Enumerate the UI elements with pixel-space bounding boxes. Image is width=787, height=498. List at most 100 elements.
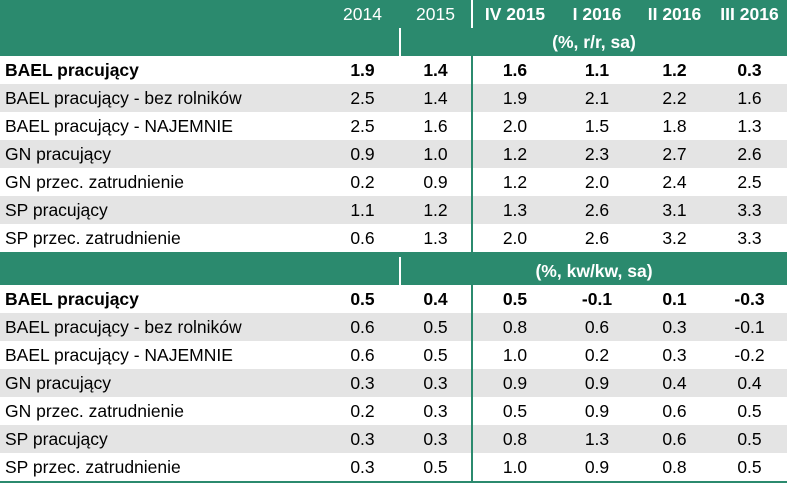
cell-value: 0.5 (471, 397, 557, 425)
cell-value: 0.9 (400, 168, 472, 196)
table-row: SP przec. zatrudnienie 0.3 0.5 1.0 0.9 0.8 0.5 (0, 453, 787, 483)
cell-value: 1.6 (400, 112, 472, 140)
cell-value: 2.3 (557, 140, 637, 168)
table-row: SP pracujący 0.3 0.3 0.8 1.3 0.6 0.5 (0, 425, 787, 453)
table-row: BAEL pracujący 0.5 0.4 0.5 -0.1 0.1 -0.3 (0, 285, 787, 313)
row-label: BAEL pracujący - bez rolników (0, 313, 325, 341)
cell-value: 1.9 (325, 56, 400, 84)
table-row: BAEL pracujący - bez rolników 0.6 0.5 0.8 0.… (0, 313, 787, 341)
unit-spacer (0, 28, 400, 56)
col-header-2015: 2015 (400, 0, 472, 28)
table-row: GN pracujący 0.9 1.0 1.2 2.3 2.7 2.6 (0, 140, 787, 168)
cell-value: 1.9 (471, 84, 557, 112)
cell-value: 1.4 (400, 84, 472, 112)
header-corner (0, 0, 325, 28)
table-row: BAEL pracujący - NAJEMNIE 2.5 1.6 2.0 1.5 1.8… (0, 112, 787, 140)
cell-value: 0.5 (325, 285, 400, 313)
cell-value: 0.4 (400, 285, 472, 313)
row-label: BAEL pracujący (0, 56, 325, 84)
row-label: SP pracujący (0, 196, 325, 224)
cell-value: 1.3 (712, 112, 787, 140)
cell-value: 0.6 (325, 224, 400, 254)
cell-value: 0.3 (637, 313, 712, 341)
cell-value: 2.6 (557, 196, 637, 224)
cell-value: 0.8 (471, 425, 557, 453)
cell-value: -0.3 (712, 285, 787, 313)
col-header-iii-2016: III 2016 (712, 0, 787, 28)
cell-value: 2.0 (557, 168, 637, 196)
cell-value: 0.9 (557, 369, 637, 397)
cell-value: -0.2 (712, 341, 787, 369)
cell-value: -0.1 (712, 313, 787, 341)
cell-value: 0.3 (400, 425, 472, 453)
cell-value: 2.0 (471, 224, 557, 254)
cell-value: 1.2 (471, 140, 557, 168)
table-row: BAEL pracujący - NAJEMNIE 0.6 0.5 1.0 0.2 0.3… (0, 341, 787, 369)
col-header-iv-2015: IV 2015 (471, 0, 557, 28)
table-row: BAEL pracujący - bez rolników 2.5 1.4 1.9 2.… (0, 84, 787, 112)
cell-value: 1.8 (637, 112, 712, 140)
cell-value: 1.2 (471, 168, 557, 196)
section-unit-row: (%, kw/kw, sa) (0, 257, 787, 285)
cell-value: 0.4 (712, 369, 787, 397)
cell-value: 2.6 (557, 224, 637, 254)
cell-value: 3.1 (637, 196, 712, 224)
cell-value: 2.7 (637, 140, 712, 168)
cell-value: 2.6 (712, 140, 787, 168)
section-unit-row: (%, r/r, sa) (0, 28, 787, 56)
table-body: 2014 2015 IV 2015 I 2016 II 2016 III 201… (0, 0, 787, 483)
cell-value: 0.9 (557, 453, 637, 483)
cell-value: 0.3 (637, 341, 712, 369)
cell-value: 0.6 (557, 313, 637, 341)
table-row: GN przec. zatrudnienie 0.2 0.9 1.2 2.0 2.4 2.5 (0, 168, 787, 196)
header-row: 2014 2015 IV 2015 I 2016 II 2016 III 201… (0, 0, 787, 28)
row-label: BAEL pracujący (0, 285, 325, 313)
cell-value: 1.6 (471, 56, 557, 84)
cell-value: 0.5 (712, 425, 787, 453)
cell-value: 2.1 (557, 84, 637, 112)
row-label: SP przec. zatrudnienie (0, 224, 325, 254)
cell-value: 1.1 (325, 196, 400, 224)
cell-value: 0.6 (325, 341, 400, 369)
cell-value: 2.5 (325, 112, 400, 140)
cell-value: 2.5 (325, 84, 400, 112)
cell-value: 1.4 (400, 56, 472, 84)
cell-value: 0.5 (712, 397, 787, 425)
section-divider (0, 253, 787, 257)
table-row: GN pracujący 0.3 0.3 0.9 0.9 0.4 0.4 (0, 369, 787, 397)
row-label: GN przec. zatrudnienie (0, 168, 325, 196)
cell-value: 0.2 (325, 397, 400, 425)
cell-value: 0.3 (325, 453, 400, 483)
cell-value: 0.5 (400, 341, 472, 369)
table-row: SP przec. zatrudnienie 0.6 1.3 2.0 2.6 3.2 3.3 (0, 224, 787, 254)
row-label: BAEL pracujący - NAJEMNIE (0, 112, 325, 140)
row-label: BAEL pracujący - bez rolników (0, 84, 325, 112)
divider-cell (0, 253, 787, 257)
cell-value: 0.5 (712, 453, 787, 483)
cell-value: 2.0 (471, 112, 557, 140)
cell-value: 0.3 (325, 369, 400, 397)
cell-value: 0.9 (557, 397, 637, 425)
cell-value: 0.3 (325, 425, 400, 453)
cell-value: 3.3 (712, 196, 787, 224)
cell-value: 0.4 (637, 369, 712, 397)
unit-spacer (0, 257, 400, 285)
cell-value: 1.5 (557, 112, 637, 140)
cell-value: 3.2 (637, 224, 712, 254)
row-label: GN przec. zatrudnienie (0, 397, 325, 425)
table-row: BAEL pracujący 1.9 1.4 1.6 1.1 1.2 0.3 (0, 56, 787, 84)
cell-value: 0.8 (471, 313, 557, 341)
cell-value: 0.3 (400, 397, 472, 425)
cell-value: 0.6 (637, 397, 712, 425)
cell-value: 0.6 (325, 313, 400, 341)
cell-value: 2.4 (637, 168, 712, 196)
cell-value: 0.5 (471, 285, 557, 313)
cell-value: 0.2 (325, 168, 400, 196)
cell-value: 1.0 (471, 341, 557, 369)
cell-value: -0.1 (557, 285, 637, 313)
cell-value: 1.0 (400, 140, 472, 168)
cell-value: 0.9 (325, 140, 400, 168)
col-header-ii-2016: II 2016 (637, 0, 712, 28)
cell-value: 2.2 (637, 84, 712, 112)
section-unit-label: (%, r/r, sa) (399, 28, 787, 56)
